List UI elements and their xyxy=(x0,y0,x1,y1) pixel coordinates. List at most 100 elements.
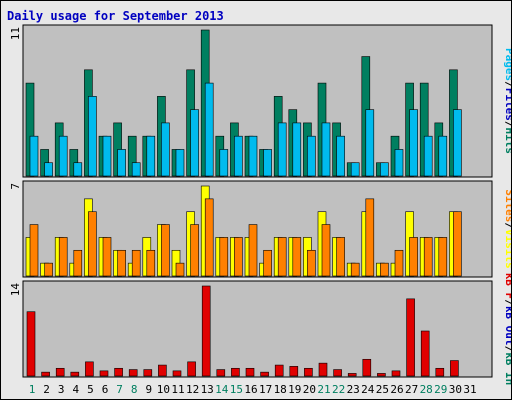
bar-kbf-day-19 xyxy=(289,366,299,377)
bar-files-day-1 xyxy=(29,135,39,177)
bar-files-day-30 xyxy=(453,109,462,177)
x-tick-day-1: 1 xyxy=(29,383,36,396)
bar-files-day-26 xyxy=(394,149,404,177)
bar-sites-day-14 xyxy=(219,237,229,277)
bar-files-day-28 xyxy=(423,135,433,177)
ymax-label-2: 7 xyxy=(9,183,22,190)
x-tick-day-10: 10 xyxy=(157,383,170,396)
bar-sites-day-18 xyxy=(277,237,287,277)
bar-kbf-day-5 xyxy=(85,361,94,377)
bar-files-day-27 xyxy=(409,109,418,177)
bar-sites-day-2 xyxy=(44,262,53,277)
x-tick-day-7: 7 xyxy=(116,383,123,396)
bar-files-day-5 xyxy=(88,96,97,177)
bar-sites-day-17 xyxy=(263,249,272,277)
bar-files-day-2 xyxy=(44,162,53,177)
bar-kbf-day-14 xyxy=(216,369,226,377)
x-tick-day-5: 5 xyxy=(87,383,94,396)
bar-kbf-day-25 xyxy=(377,373,386,377)
ylabel-3: kB F/kB Out/kB In xyxy=(503,273,511,386)
bar-kbf-day-1 xyxy=(26,311,36,377)
bar-kbf-day-7 xyxy=(114,367,123,377)
bar-kbf-day-12 xyxy=(187,361,196,377)
bar-kbf-day-6 xyxy=(99,370,109,377)
bar-kbf-day-28 xyxy=(420,330,430,377)
bar-sites-day-9 xyxy=(146,249,156,277)
x-tick-day-3: 3 xyxy=(58,383,65,396)
bar-kbf-day-18 xyxy=(274,364,284,377)
bar-files-day-21 xyxy=(321,122,331,177)
bar-files-day-29 xyxy=(438,135,448,177)
bar-sites-day-5 xyxy=(88,211,97,277)
bar-kbf-day-24 xyxy=(362,358,372,377)
bar-sites-day-3 xyxy=(58,237,68,277)
bar-files-day-8 xyxy=(131,162,141,177)
x-tick-day-25: 25 xyxy=(376,383,389,396)
bar-kbf-day-13 xyxy=(201,285,211,377)
bar-files-day-19 xyxy=(292,122,302,177)
bar-files-day-7 xyxy=(117,149,126,177)
bar-kbf-day-20 xyxy=(304,367,313,377)
bar-sites-day-11 xyxy=(175,262,185,277)
bar-kbf-day-8 xyxy=(128,369,138,377)
bar-files-day-25 xyxy=(380,162,389,177)
bar-kbf-day-30 xyxy=(450,360,459,377)
x-tick-day-30: 30 xyxy=(449,383,462,396)
bar-kbf-day-21 xyxy=(318,362,328,377)
bar-files-day-22 xyxy=(336,135,345,177)
bar-kbf-day-23 xyxy=(347,373,357,377)
bar-sites-day-7 xyxy=(117,249,126,277)
bar-kbf-day-27 xyxy=(406,298,415,377)
x-tick-day-31: 31 xyxy=(463,383,476,396)
x-tick-day-4: 4 xyxy=(72,383,79,396)
ylabel-part: kB Out xyxy=(503,306,511,346)
bar-files-day-12 xyxy=(190,109,199,177)
bar-sites-day-29 xyxy=(438,237,448,277)
x-tick-day-2: 2 xyxy=(43,383,50,396)
x-tick-day-14: 14 xyxy=(215,383,229,396)
bar-sites-day-28 xyxy=(423,237,433,277)
bar-sites-day-26 xyxy=(394,249,404,277)
x-tick-day-27: 27 xyxy=(405,383,418,396)
bar-files-day-11 xyxy=(175,149,185,177)
x-tick-day-9: 9 xyxy=(145,383,152,396)
bar-files-day-18 xyxy=(277,122,287,177)
ylabel-1: Pages/Files/Hits xyxy=(503,48,511,154)
bar-sites-day-10 xyxy=(161,224,170,277)
x-tick-day-29: 29 xyxy=(434,383,447,396)
bar-sites-day-4 xyxy=(73,249,83,277)
x-tick-day-26: 26 xyxy=(390,383,403,396)
x-tick-day-18: 18 xyxy=(274,383,287,396)
bar-sites-day-1 xyxy=(29,224,39,277)
x-tick-day-12: 12 xyxy=(186,383,199,396)
bar-kbf-day-16 xyxy=(245,367,255,377)
bar-sites-day-22 xyxy=(336,237,345,277)
bar-files-day-15 xyxy=(234,135,243,177)
ylabel-part: Files xyxy=(503,88,511,121)
x-tick-day-23: 23 xyxy=(347,383,360,396)
ymax-label-1: 11 xyxy=(9,27,22,40)
bar-files-day-3 xyxy=(58,135,68,177)
bar-kbf-day-11 xyxy=(172,370,182,377)
x-tick-day-24: 24 xyxy=(361,383,375,396)
bar-sites-day-6 xyxy=(102,237,112,277)
bar-sites-day-20 xyxy=(307,249,316,277)
bar-kbf-day-17 xyxy=(260,371,269,377)
bar-kbf-day-26 xyxy=(391,370,401,377)
x-tick-day-28: 28 xyxy=(420,383,433,396)
ylabel-part: kB F xyxy=(503,273,511,300)
bar-files-day-14 xyxy=(219,149,229,177)
bar-kbf-day-9 xyxy=(143,369,153,377)
bar-sites-day-8 xyxy=(131,249,141,277)
bar-files-day-23 xyxy=(350,162,360,177)
bar-sites-day-23 xyxy=(350,262,360,277)
ylabel-part: Visits xyxy=(503,229,511,269)
bar-sites-day-15 xyxy=(234,237,243,277)
bar-sites-day-21 xyxy=(321,224,331,277)
bar-kbf-day-3 xyxy=(55,367,65,377)
bar-kbf-day-22 xyxy=(333,369,342,377)
bar-kbf-day-10 xyxy=(158,364,167,377)
x-tick-day-20: 20 xyxy=(303,383,316,396)
bar-sites-day-19 xyxy=(292,237,302,277)
